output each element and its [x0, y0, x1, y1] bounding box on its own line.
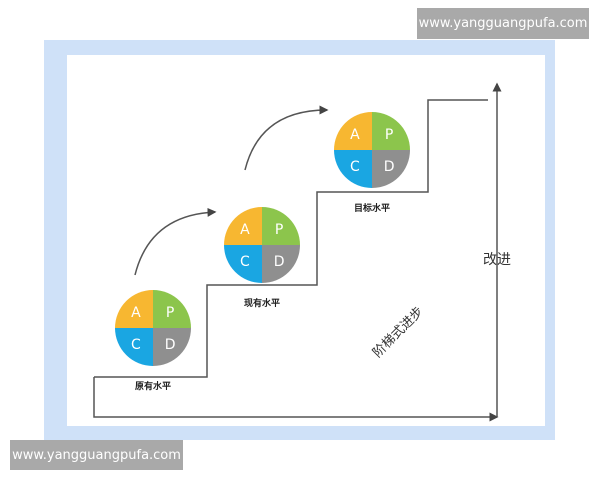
quadrant-letter-d: D	[384, 159, 395, 175]
quadrant-a	[115, 290, 153, 328]
quadrant-a	[334, 112, 372, 150]
axis-label-improvement: 改进	[483, 252, 511, 268]
quadrant-letter-p: P	[385, 127, 393, 143]
x-axis-arrow	[93, 377, 499, 422]
quadrant-letter-c: C	[131, 337, 141, 353]
quadrant-c	[224, 245, 262, 283]
progress-arc-2	[244, 105, 329, 171]
quadrant-letter-p: P	[166, 305, 174, 321]
quadrant-d	[262, 245, 300, 283]
pdca-cycle-1: A P C D 原有水平	[115, 290, 191, 392]
pdca-cycle-3: A P C D 目标水平	[334, 112, 410, 214]
quadrant-p	[262, 207, 300, 245]
quadrant-d	[372, 150, 410, 188]
quadrant-p	[153, 290, 191, 328]
quadrant-c	[115, 328, 153, 366]
quadrant-letter-p: P	[275, 222, 283, 238]
quadrant-letter-c: C	[350, 159, 360, 175]
quadrant-letter-a: A	[240, 222, 250, 238]
level-label: 原有水平	[135, 380, 171, 392]
level-label: 现有水平	[244, 297, 280, 309]
watermark-top: www.yangguangpufa.com	[417, 8, 589, 39]
quadrant-c	[334, 150, 372, 188]
staircase-line	[94, 99, 488, 378]
quadrant-p	[372, 112, 410, 150]
pdca-cycle-2: A P C D 现有水平	[224, 207, 300, 309]
quadrant-letter-d: D	[165, 337, 176, 353]
quadrant-letter-a: A	[350, 127, 360, 143]
quadrant-a	[224, 207, 262, 245]
quadrant-letter-d: D	[274, 254, 285, 270]
progress-arc-1	[134, 207, 217, 276]
watermark-bottom: www.yangguangpufa.com	[10, 440, 183, 470]
level-label: 目标水平	[354, 202, 390, 214]
quadrant-d	[153, 328, 191, 366]
diagonal-label-stepwise-progress: 阶梯式进步	[370, 304, 427, 361]
quadrant-letter-a: A	[131, 305, 141, 321]
quadrant-letter-c: C	[240, 254, 250, 270]
